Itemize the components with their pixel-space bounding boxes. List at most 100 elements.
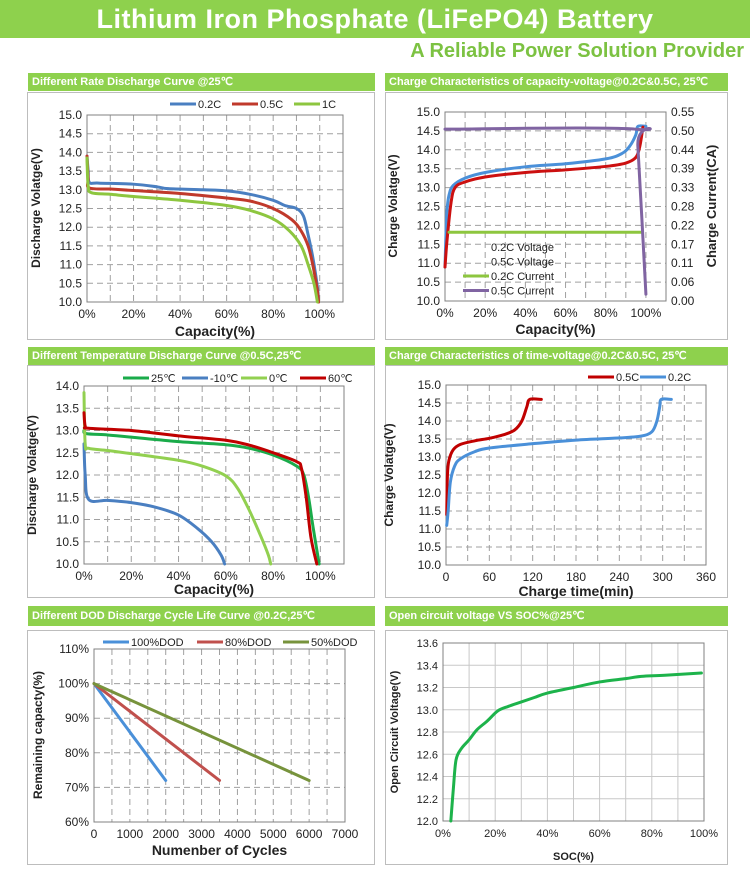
y2-tick-label: 0.17 (671, 237, 695, 251)
y-tick-label: 12.8 (417, 727, 438, 739)
y-tick-label: 13.5 (418, 432, 442, 446)
y-tick-label: 13.4 (417, 660, 438, 672)
chart-title-capacity-voltage: Charge Characteristics of capacity-volta… (385, 73, 728, 91)
x-tick-label: 300 (653, 570, 673, 584)
y-tick-label: 12.5 (418, 468, 442, 482)
y-tick-label: 12.0 (417, 816, 438, 828)
series-line-0-5C-Current (443, 126, 652, 296)
legend-label: 0.2C Current (491, 271, 554, 283)
y-tick-label: 13.0 (59, 183, 83, 197)
x-tick-label: 60% (589, 828, 611, 840)
series-line-60- (82, 411, 319, 566)
series-line-50-DOD (92, 682, 311, 782)
y-tick-label: 13.0 (417, 705, 438, 717)
chart-4: 60% 70% 80% 90% 100% 110% 0 1000 2000 3000 4000 500… (31, 637, 359, 858)
x-tick-label: 80% (594, 306, 618, 320)
x-tick-label: 80% (261, 569, 285, 583)
y-tick-label: 10.0 (418, 558, 442, 572)
y2-tick-label: 0.00 (671, 294, 695, 308)
x-tick-label: 5000 (260, 827, 287, 841)
plot-area (86, 114, 344, 303)
series-line-0-2C (445, 397, 673, 527)
y-tick-label: 60% (65, 815, 89, 829)
legend-label: -10℃ (210, 373, 238, 385)
chart-title-dod-cycle-life: Different DOD Discharge Cycle Life Curve… (28, 606, 375, 626)
y-tick-label: 11.5 (57, 490, 80, 504)
y-tick-label: 10.5 (418, 540, 442, 554)
x-axis-title: Capacity(%) (515, 321, 595, 337)
legend-label: 0.5C Voltage (491, 257, 554, 269)
y-tick-label: 10.0 (59, 295, 83, 309)
chart-1: 10.0 10.5 11.0 11.5 12.0 12.5 13.0 13.5 14.0 14.5… (386, 105, 719, 337)
y-axis-title: Charge Volatge(V) (386, 154, 400, 257)
y-tick-label: 11.0 (419, 522, 442, 536)
y-tick-label: 12.4 (417, 772, 438, 784)
page-title: Lithium Iron Phosphate (LiFePO4) Battery (0, 0, 750, 38)
y-tick-label: 12.0 (417, 218, 441, 232)
x-tick-label: 0 (91, 827, 98, 841)
legend-label: 0.2C Voltage (491, 242, 554, 254)
y-tick-label: 14.0 (56, 379, 80, 393)
chart-panel (27, 630, 375, 865)
series-line-0-5C-Voltage (443, 125, 645, 269)
x-tick-label: 240 (609, 570, 629, 584)
y-tick-label: 12.5 (59, 202, 83, 216)
y-tick-label: 10.0 (56, 557, 80, 571)
chart-title-temperature-discharge: Different Temperature Discharge Curve @0… (28, 347, 375, 365)
x-tick-label: 100% (305, 569, 336, 583)
series-line-100-DOD (92, 682, 168, 782)
x-tick-label: 60 (483, 570, 497, 584)
y-tick-label: 13.5 (56, 401, 80, 415)
y-tick-label: 13.0 (417, 181, 441, 195)
y-tick-label: 11.5 (419, 504, 442, 518)
legend-label: 50%DOD (311, 637, 358, 649)
y2-tick-label: 0.28 (671, 200, 695, 214)
x-tick-label: 100% (304, 307, 335, 321)
y-tick-label: 11.5 (418, 237, 441, 251)
y-tick-label: 13.0 (418, 450, 442, 464)
x-tick-label: 60% (215, 307, 239, 321)
y-tick-label: 11.0 (57, 513, 80, 527)
y-tick-label: 12.5 (56, 446, 80, 460)
y-tick-label: 100% (58, 677, 89, 691)
y-tick-label: 10.5 (56, 535, 80, 549)
y-tick-label: 15.0 (418, 378, 442, 392)
y-tick-label: 14.0 (418, 414, 442, 428)
y-tick-label: 10.0 (417, 294, 441, 308)
x-tick-label: 6000 (296, 827, 323, 841)
x-tick-label: 40% (513, 306, 537, 320)
legend-label: 0.5C (616, 372, 639, 384)
y2-tick-label: 0.39 (671, 162, 695, 176)
y-axis-title: Open Circuit Voltage(V) (389, 670, 401, 793)
chart-title-rate-discharge: Different Rate Discharge Curve @25℃ (28, 73, 375, 91)
x-tick-label: 20% (484, 828, 506, 840)
y-tick-label: 12.0 (59, 220, 83, 234)
y-tick-label: 11.5 (60, 239, 83, 253)
y-tick-label: 15.0 (59, 108, 83, 122)
chart-panel (385, 365, 728, 598)
y-tick-label: 13.6 (417, 638, 438, 650)
chart-title-time-voltage: Charge Characteristics of time-voltage@0… (385, 347, 728, 365)
x-tick-label: 100% (631, 306, 662, 320)
x-tick-label: 7000 (332, 827, 359, 841)
legend-label: 0.5C Current (491, 286, 554, 298)
y-tick-label: 13.2 (417, 683, 438, 695)
y2-tick-label: 0.44 (671, 143, 695, 157)
y-tick-label: 110% (59, 642, 89, 656)
plot-area (93, 648, 346, 823)
y-tick-label: 14.5 (59, 127, 83, 141)
series-line-0-2C-Voltage (443, 124, 648, 269)
x-tick-label: 20% (473, 306, 497, 320)
series-line-0-5C (85, 154, 321, 304)
x-tick-label: 40% (168, 307, 192, 321)
legend-label: 25℃ (151, 373, 176, 385)
legend-label: 0.2C (198, 99, 221, 111)
x-axis-title: Numenber of Cycles (152, 842, 288, 858)
series-line-80-DOD (92, 682, 221, 782)
series-line-0- (82, 391, 273, 566)
x-tick-label: 180 (566, 570, 586, 584)
chart-panel (385, 630, 728, 865)
y-tick-label: 12.6 (417, 749, 438, 761)
page-subtitle: A Reliable Power Solution Provider (410, 40, 744, 62)
